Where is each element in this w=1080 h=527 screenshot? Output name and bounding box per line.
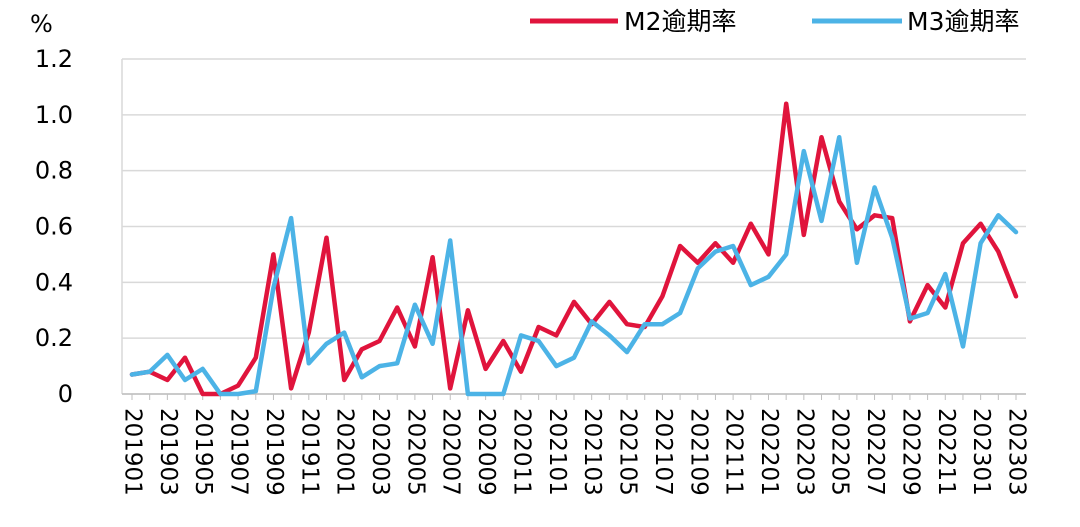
x-tick-label: 202003 <box>367 408 393 496</box>
x-tick-label: 202107 <box>650 408 676 496</box>
x-tick-label: 202201 <box>756 408 782 496</box>
series-group <box>129 101 1019 397</box>
x-tick-label: 202203 <box>791 408 817 496</box>
y-axis-unit-label: % <box>30 10 53 38</box>
x-tick-label: 202209 <box>897 408 923 496</box>
x-tick-label: 202105 <box>615 408 641 496</box>
x-axis: 201901 201903 201905 201907 201909 201911 2020… <box>120 393 1030 496</box>
y-tick-label: 0.2 <box>35 324 73 352</box>
legend-label: M3逾期率 <box>907 7 1019 36</box>
y-tick-label: 0 <box>58 380 73 408</box>
x-tick-label: 202101 <box>544 408 570 496</box>
y-tick-label: 0.6 <box>35 213 73 241</box>
x-tick-label: 202007 <box>438 408 464 496</box>
x-tick-label: 202109 <box>685 408 711 496</box>
x-tick-label: 202111 <box>721 408 747 496</box>
x-tick-label: 202207 <box>862 408 888 496</box>
x-tick-label: 202303 <box>1004 408 1030 496</box>
x-tick-label: 202103 <box>579 408 605 496</box>
y-tick-label: 1.2 <box>35 45 73 73</box>
x-tick-label: 201903 <box>155 408 181 496</box>
x-tick-label: 201901 <box>120 408 146 496</box>
y-tick-label: 0.8 <box>35 157 73 185</box>
x-tick-label: 202009 <box>473 408 499 496</box>
x-tick-label: 202301 <box>968 408 994 496</box>
series-line-m3 <box>129 134 1019 397</box>
x-tick-label: 202001 <box>332 408 358 496</box>
x-tick-label: 202005 <box>402 408 428 496</box>
y-tick-label: 0.4 <box>35 268 73 296</box>
x-tick-label: 201907 <box>226 408 252 496</box>
y-axis: 0 0.2 0.4 0.6 0.8 1.0 1.2 <box>35 45 123 408</box>
x-tick-label: 201905 <box>190 408 216 496</box>
x-tick-label: 202011 <box>508 408 534 496</box>
x-tick-label: 202211 <box>933 408 959 496</box>
legend-label: M2逾期率 <box>624 7 736 36</box>
x-tick-label: 201909 <box>261 408 287 496</box>
x-tick-label: 201911 <box>296 408 322 496</box>
y-tick-label: 1.0 <box>35 101 73 129</box>
x-tick-label: 202205 <box>827 408 853 496</box>
legend: M2逾期率 M3逾期率 <box>530 7 1019 36</box>
